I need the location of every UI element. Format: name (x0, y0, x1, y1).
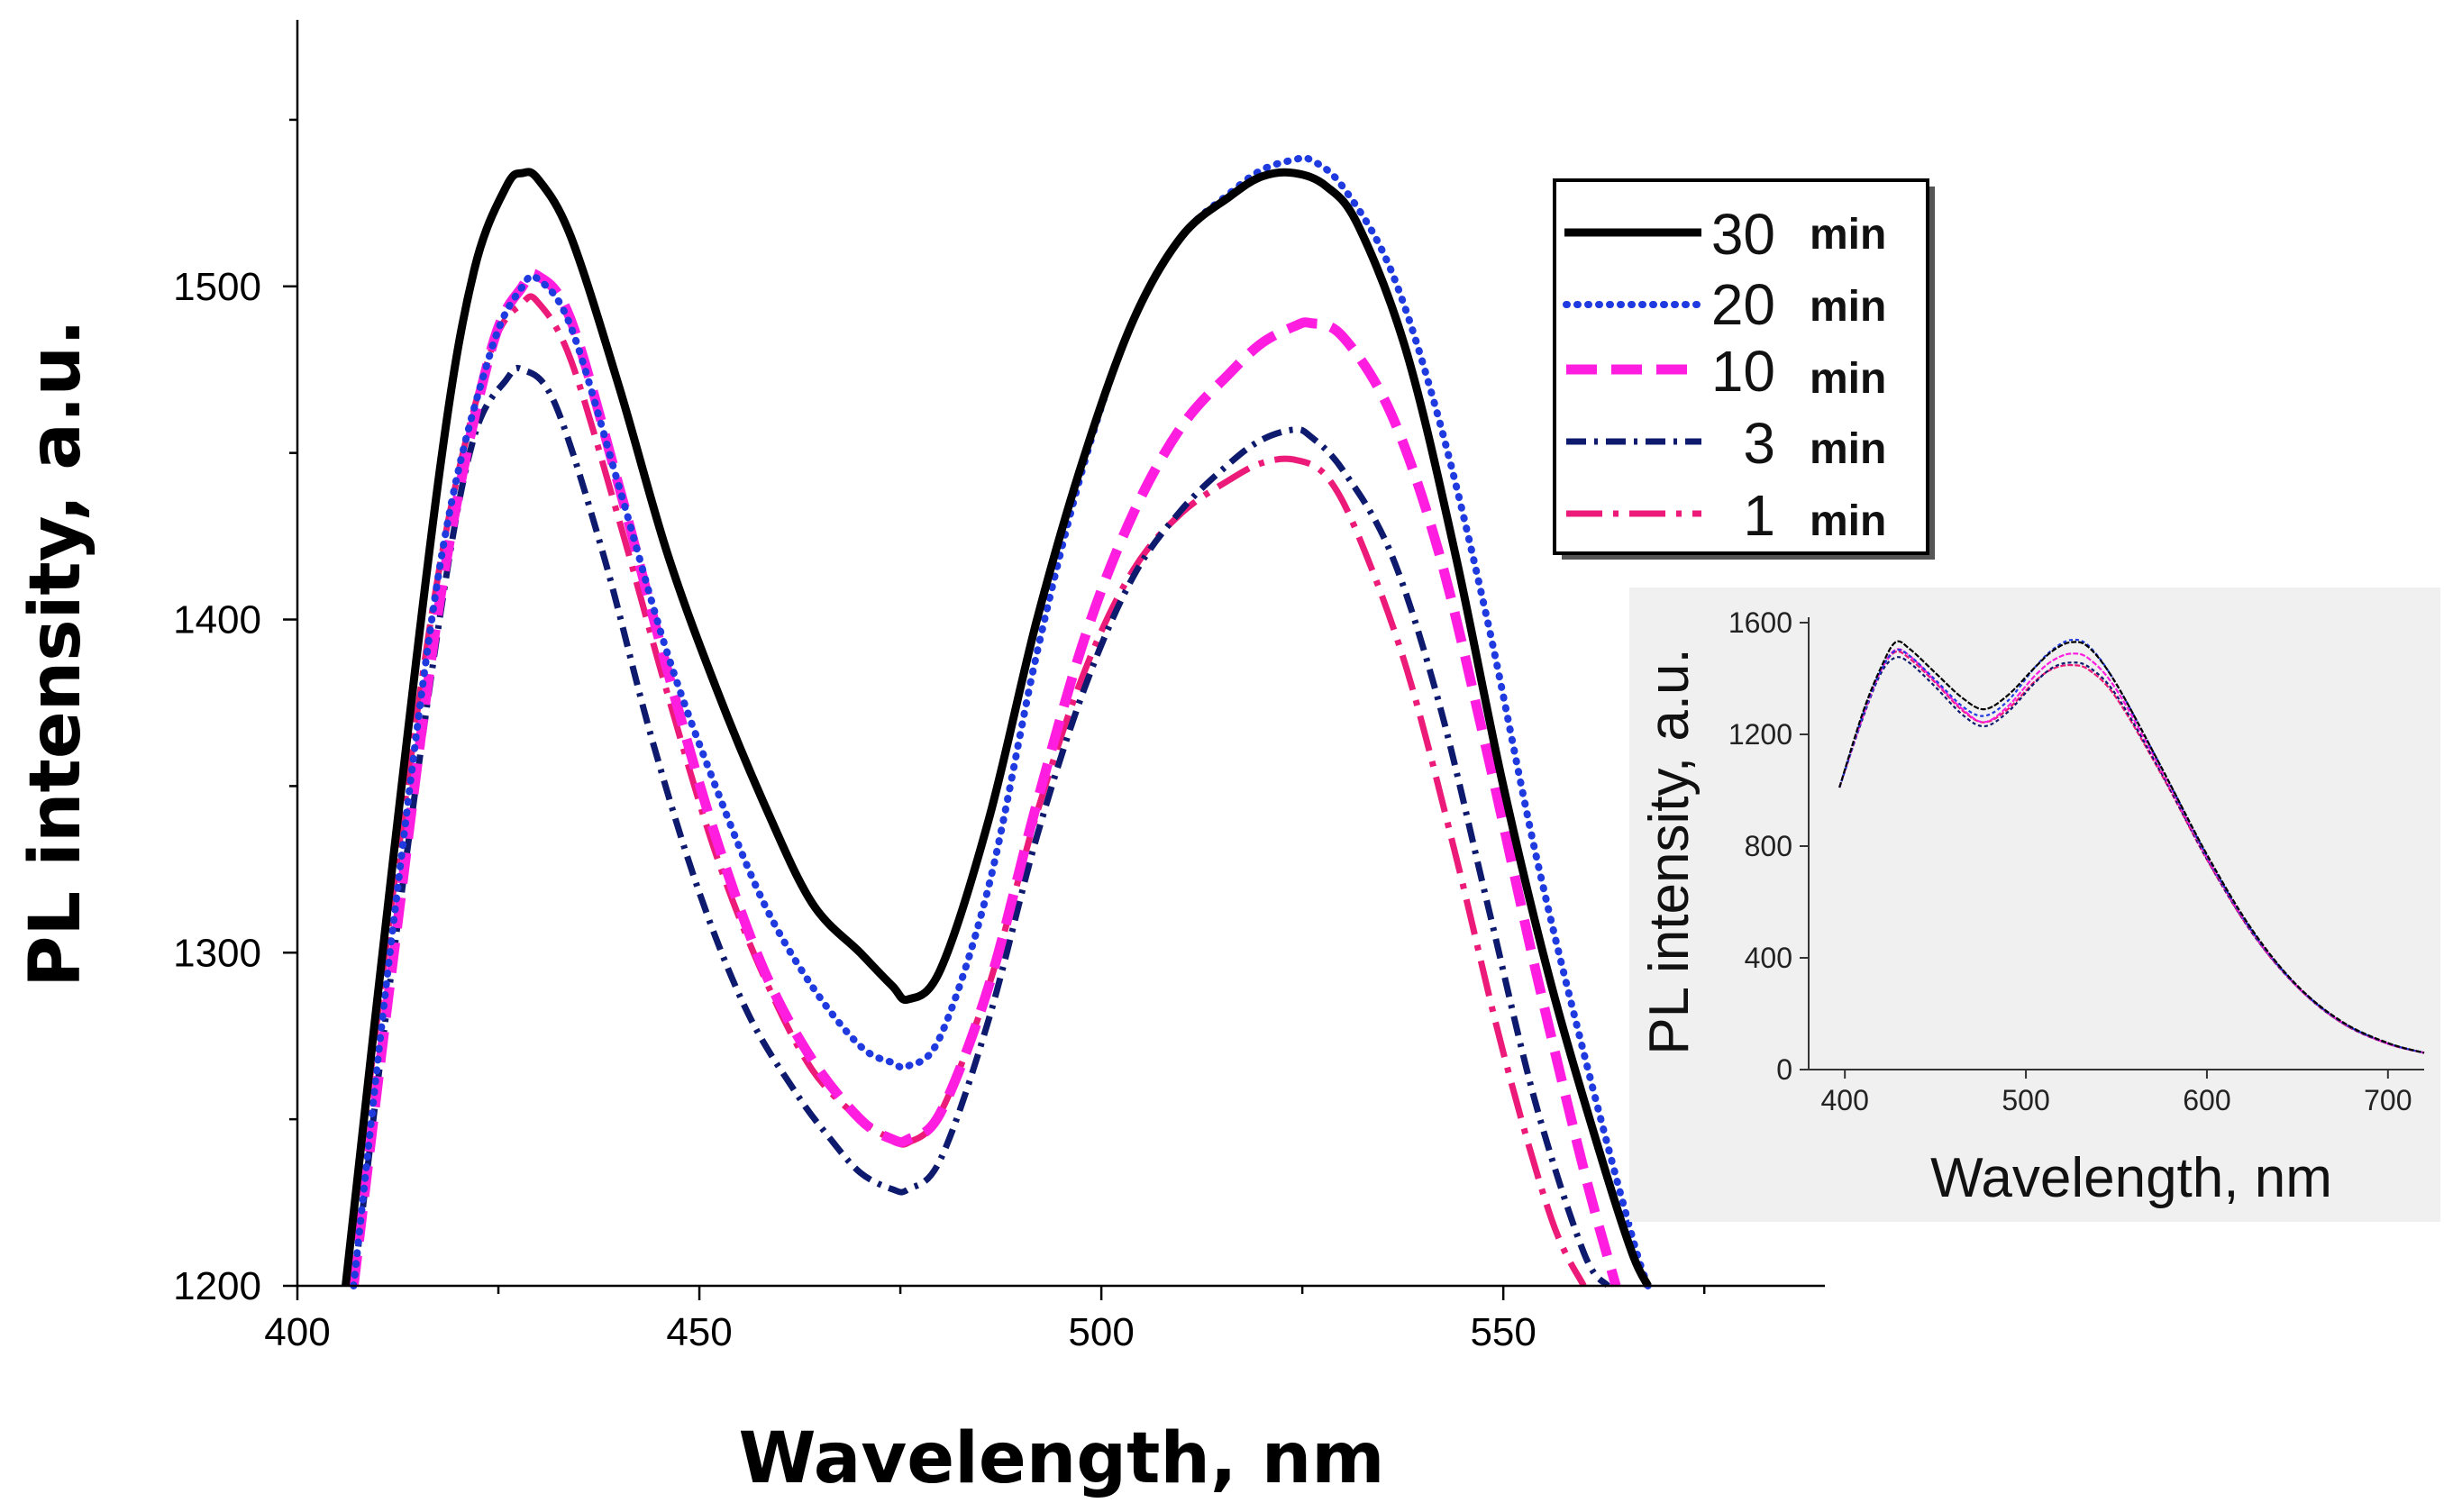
inset-x-tick-label-400: 400 (1820, 1084, 1868, 1116)
legend-entry-30: 30 min (1564, 202, 1886, 267)
main-x-axis-title: Wavelength, nm (738, 1418, 1384, 1499)
legend-entry-3: 3 min (1566, 411, 1886, 476)
inset-axes (1808, 617, 2424, 1070)
main-x-tick-label-550: 550 (1470, 1310, 1536, 1354)
main-axes (296, 20, 1825, 1288)
main-y-tick-label-1300: 1300 (173, 931, 261, 975)
inset-x-axis-title: Wavelength, nm (1930, 1147, 2332, 1209)
inset-series-line-1-min (1838, 650, 2425, 1054)
legend-unit-10: min (1810, 355, 1886, 403)
legend-entry-10: 10 min (1566, 339, 1886, 404)
main-series-line-1-min (342, 293, 1587, 1288)
main-y-tick-label-1400: 1400 (173, 598, 261, 642)
inset-series-line-30-min (1838, 640, 2425, 1054)
inset-curves (1838, 638, 2425, 1054)
legend-unit-1: min (1810, 497, 1886, 545)
main-series-line-3-min (350, 364, 1610, 1289)
inset-y-tick-label-800: 800 (1745, 830, 1792, 862)
legend-unit-20: min (1810, 283, 1886, 331)
main-curves (342, 153, 1652, 1289)
main-series-line-30-min (342, 168, 1652, 1289)
inset-background (1629, 587, 2440, 1222)
main-x-tick-label-450: 450 (666, 1310, 732, 1354)
main-ticks: 400 450 500 550 1200 1300 1400 1500 (173, 118, 1706, 1354)
inset-x-tick-label-700: 700 (2364, 1084, 2412, 1116)
legend-unit-30: min (1810, 211, 1886, 259)
inset-chart: 400 500 600 700 0 400 800 1200 1600 Wavelength, … (1629, 587, 2440, 1222)
main-y-axis-title: PL intensity, a.u. (15, 319, 96, 987)
legend-label-20: 20 (1711, 272, 1775, 337)
inset-y-tick-label-0: 0 (1776, 1053, 1792, 1086)
inset-series-line-20-min (1838, 638, 2425, 1054)
inset-ticks: 400 500 600 700 0 400 800 1200 1600 (1728, 606, 2412, 1116)
inset-y-axis-title: PL intensity, a.u. (1638, 648, 1701, 1054)
inset-y-tick-label-1600: 1600 (1728, 606, 1792, 639)
legend-entry-20: 20 min (1563, 272, 1886, 337)
main-x-tick-label-400: 400 (264, 1310, 330, 1354)
legend-label-3: 3 (1743, 411, 1775, 476)
legend-label-30: 30 (1711, 202, 1775, 267)
legend-unit-3: min (1810, 425, 1886, 473)
inset-x-tick-label-500: 500 (2002, 1084, 2049, 1116)
inset-y-tick-label-400: 400 (1745, 942, 1792, 974)
main-y-tick-label-1500: 1500 (173, 265, 261, 309)
legend-label-1: 1 (1743, 483, 1775, 548)
inset-x-tick-label-600: 600 (2183, 1084, 2230, 1116)
legend-entry-1: 1 min (1566, 483, 1886, 548)
main-x-tick-label-500: 500 (1068, 1310, 1134, 1354)
main-y-tick-label-1200: 1200 (173, 1264, 261, 1308)
main-series-line-20-min (350, 153, 1652, 1289)
legend: 30 min 20 min 10 min 3 min 1 min (1553, 178, 1935, 560)
main-series-line-10-min (348, 269, 1621, 1288)
legend-label-10: 10 (1711, 339, 1775, 404)
inset-y-tick-label-1200: 1200 (1728, 718, 1792, 751)
